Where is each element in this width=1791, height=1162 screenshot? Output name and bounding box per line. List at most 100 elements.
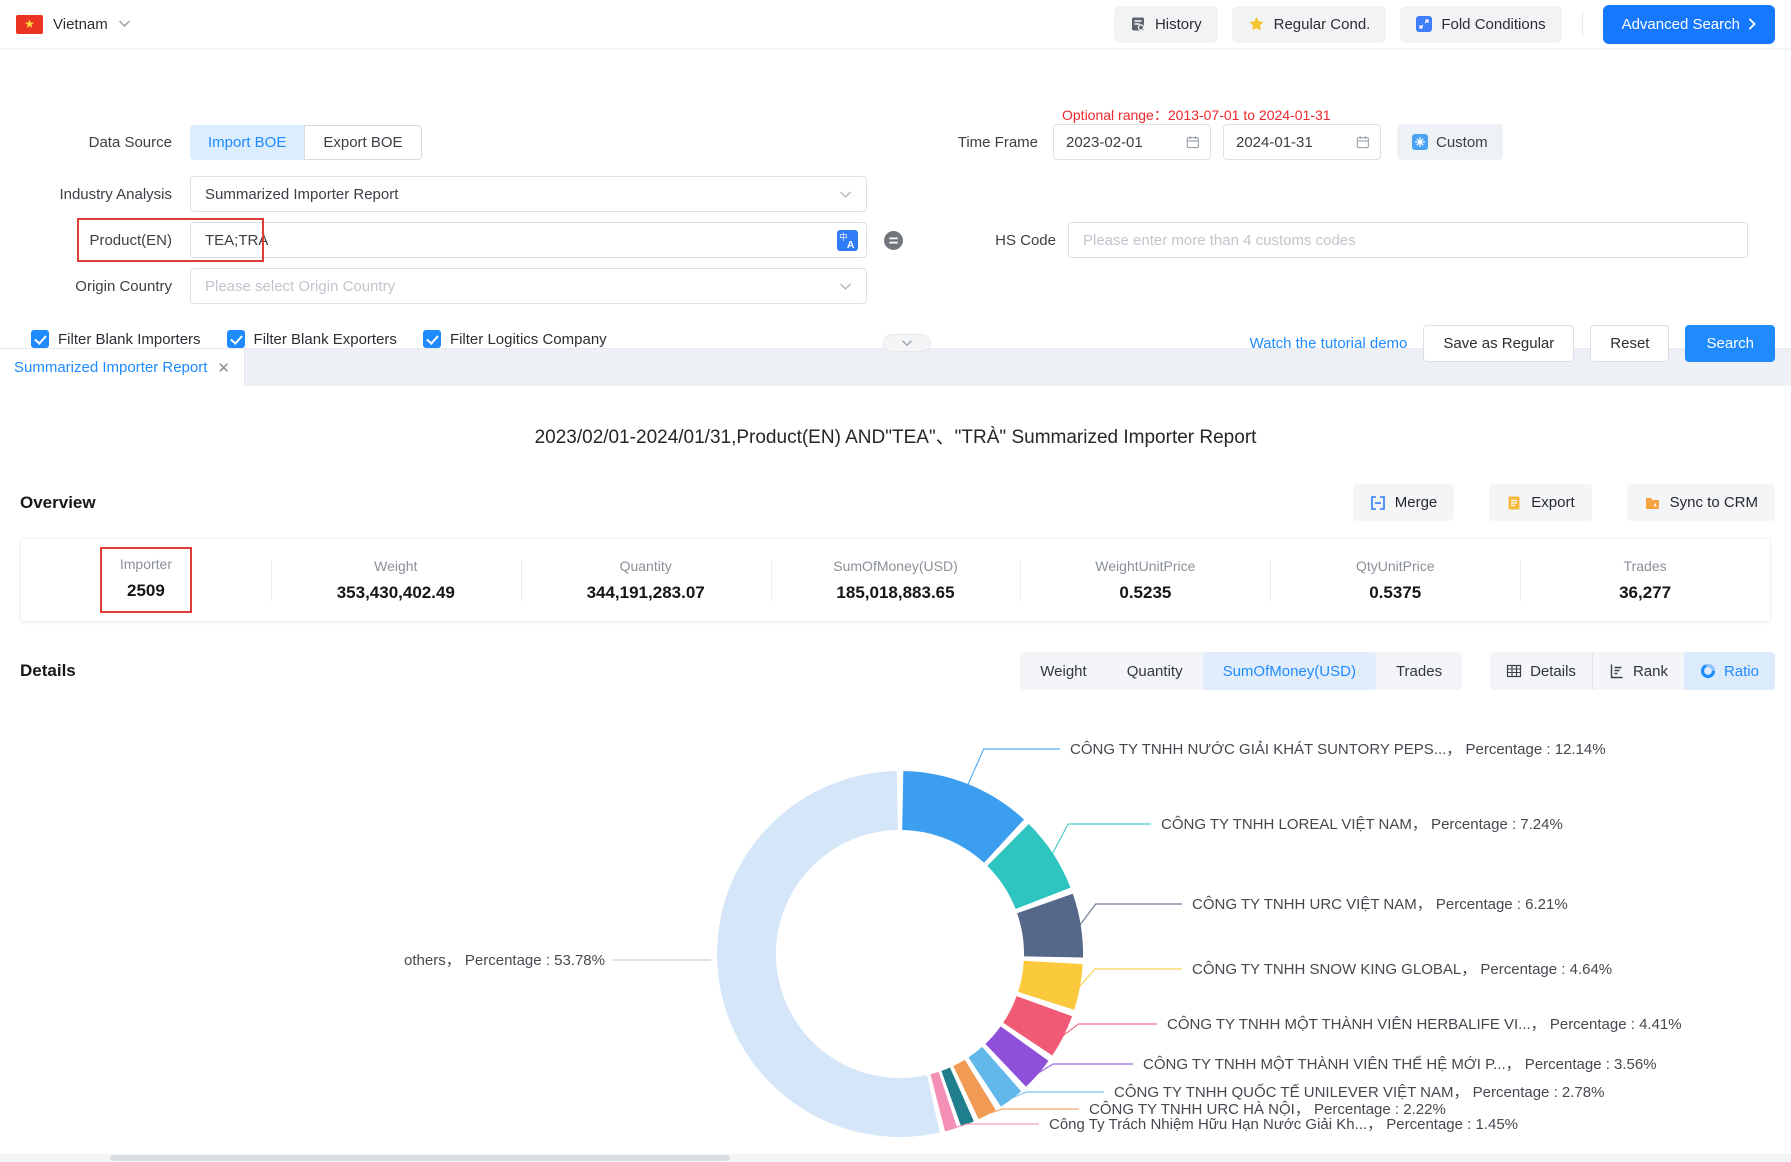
donut-leader-line — [1079, 969, 1182, 987]
stat-sum-of-money: SumOfMoney(USD) 185,018,883.65 — [771, 558, 1021, 603]
advanced-search-button[interactable]: Advanced Search — [1603, 5, 1775, 44]
custom-range-button[interactable]: Custom — [1397, 124, 1503, 160]
donut-label: CÔNG TY TNHH MỘT THÀNH VIÊN THẾ HỆ MỚI P… — [1143, 1056, 1657, 1073]
save-as-regular-button[interactable]: Save as Regular — [1423, 325, 1574, 362]
crm-folder-icon — [1644, 495, 1661, 511]
sync-to-crm-button[interactable]: Sync to CRM — [1627, 484, 1775, 521]
donut-leader-line — [1052, 824, 1151, 854]
view-tab-rank[interactable]: Rank — [1592, 652, 1684, 690]
start-date-field[interactable] — [1053, 124, 1211, 160]
end-date-input[interactable] — [1236, 134, 1350, 151]
rank-icon — [1609, 663, 1625, 679]
svg-text:A: A — [847, 239, 855, 251]
donut-icon — [1700, 663, 1716, 679]
calendar-icon[interactable] — [1356, 134, 1370, 150]
donut-leader-line — [987, 1109, 1079, 1114]
filter-blank-importers-checkbox[interactable]: Filter Blank Importers — [31, 330, 201, 348]
advanced-search-label: Advanced Search — [1622, 16, 1740, 33]
filter-logistics-company-checkbox[interactable]: Filter Logitics Company — [423, 330, 607, 348]
details-heading: Details — [20, 661, 76, 681]
country-selector[interactable]: ★ Vietnam — [16, 15, 131, 34]
origin-country-select[interactable]: Please select Origin Country — [190, 268, 867, 304]
metric-tab-weight[interactable]: Weight — [1020, 652, 1106, 690]
product-en-input[interactable]: TEA;TRÀ 中A — [190, 222, 867, 258]
match-mode-icon[interactable] — [883, 230, 904, 251]
tutorial-demo-link[interactable]: Watch the tutorial demo — [1250, 335, 1408, 352]
regular-cond-label: Regular Cond. — [1274, 16, 1371, 33]
view-tab-details[interactable]: Details — [1490, 652, 1592, 690]
country-name: Vietnam — [53, 16, 108, 33]
fold-conditions-label: Fold Conditions — [1441, 16, 1545, 33]
hs-code-label: HS Code — [908, 232, 1068, 249]
view-tab-ratio[interactable]: Ratio — [1684, 652, 1775, 690]
history-button[interactable]: History — [1114, 6, 1218, 43]
fold-conditions-button[interactable]: Fold Conditions — [1400, 6, 1561, 43]
overview-heading: Overview — [20, 493, 96, 513]
search-form: Optional range：2013-07-01 to 2024-01-31 … — [0, 50, 1791, 348]
metric-tab-quantity[interactable]: Quantity — [1107, 652, 1203, 690]
stat-qty-unit-price: QtyUnitPrice 0.5375 — [1270, 558, 1520, 603]
stat-weight: Weight 353,430,402.49 — [271, 558, 521, 603]
hs-code-input[interactable] — [1068, 222, 1748, 258]
overview-stats-card: Importer 2509 Weight 353,430,402.49 Quan… — [20, 538, 1771, 622]
calendar-icon[interactable] — [1186, 134, 1200, 150]
filter-blank-exporters-checkbox[interactable]: Filter Blank Exporters — [227, 330, 397, 348]
donut-label: others， Percentage : 53.78% — [404, 952, 605, 969]
metric-tab-sum-of-money[interactable]: SumOfMoney(USD) — [1203, 652, 1376, 690]
checkbox-checked-icon — [423, 330, 441, 348]
scrollbar-thumb[interactable] — [110, 1155, 730, 1161]
reset-button[interactable]: Reset — [1590, 325, 1669, 362]
start-date-input[interactable] — [1066, 134, 1180, 151]
report-title: 2023/02/01-2024/01/31,Product(EN) AND"TE… — [0, 422, 1791, 449]
import-boe-option[interactable]: Import BOE — [190, 125, 304, 160]
donut-label: CÔNG TY TNHH URC VIỆT NAM， Percentage : … — [1192, 896, 1568, 913]
optional-range-text: Optional range：2013-07-01 to 2024-01-31 — [1062, 105, 1331, 125]
stat-quantity: Quantity 344,191,283.07 — [521, 558, 771, 603]
chevron-down-icon — [839, 283, 852, 291]
industry-analysis-select[interactable]: Summarized Importer Report — [190, 176, 867, 212]
donut-label: CÔNG TY TNHH LOREAL VIỆT NAM， Percentage… — [1161, 816, 1563, 833]
data-source-label: Data Source — [0, 134, 190, 151]
metric-tabs: Weight Quantity SumOfMoney(USD) Trades — [1020, 652, 1462, 690]
donut-leader-line — [1037, 1064, 1133, 1074]
product-en-value: TEA;TRÀ — [205, 232, 268, 249]
checkbox-checked-icon — [227, 330, 245, 348]
export-file-icon — [1506, 495, 1522, 511]
ratio-chart-area: CÔNG TY TNHH NƯỚC GIẢI KHÁT SUNTORY PEPS… — [0, 694, 1791, 1162]
export-button[interactable]: Export — [1489, 484, 1591, 521]
stat-trades: Trades 36,277 — [1520, 558, 1770, 603]
donut-label: CÔNG TY TNHH SNOW KING GLOBAL， Percentag… — [1192, 961, 1612, 978]
origin-country-label: Origin Country — [0, 278, 190, 295]
chevron-down-icon — [901, 340, 913, 347]
stat-weight-unit-price: WeightUnitPrice 0.5235 — [1020, 558, 1270, 603]
chevron-down-icon — [839, 191, 852, 199]
topbar: ★ Vietnam History Regular Cond. Fold Con… — [0, 0, 1791, 50]
donut-label: CÔNG TY TNHH MỘT THÀNH VIÊN HERBALIFE VI… — [1167, 1016, 1682, 1033]
metric-tab-trades[interactable]: Trades — [1376, 652, 1462, 690]
donut-label: CÔNG TY TNHH QUỐC TẾ UNILEVER VIỆT NAM， … — [1114, 1083, 1604, 1101]
custom-label: Custom — [1436, 134, 1488, 151]
donut-label: CÔNG TY TNHH NƯỚC GIẢI KHÁT SUNTORY PEPS… — [1070, 741, 1606, 758]
horizontal-scrollbar[interactable] — [0, 1154, 1791, 1162]
time-frame-label: Time Frame — [900, 134, 1053, 151]
industry-analysis-value: Summarized Importer Report — [205, 186, 398, 203]
donut-label: Công Ty Trách Nhiệm Hữu Hạn Nước Giải Kh… — [1049, 1116, 1518, 1133]
expand-conditions-button[interactable] — [883, 334, 931, 352]
donut-leader-line — [968, 749, 1060, 785]
translate-icon[interactable]: 中A — [837, 230, 858, 255]
export-boe-option[interactable]: Export BOE — [304, 125, 421, 160]
importer-highlight-box: Importer 2509 — [100, 547, 192, 613]
search-button[interactable]: Search — [1685, 325, 1775, 362]
merge-button[interactable]: Merge — [1353, 484, 1455, 521]
merge-icon — [1370, 495, 1386, 511]
toolbar-divider — [1582, 11, 1583, 37]
table-icon — [1506, 663, 1522, 679]
history-icon — [1130, 16, 1146, 32]
stat-importer: Importer 2509 — [21, 547, 271, 613]
donut-leader-line — [1011, 1092, 1104, 1098]
industry-analysis-label: Industry Analysis — [0, 186, 190, 203]
end-date-field[interactable] — [1223, 124, 1381, 160]
regular-cond-button[interactable]: Regular Cond. — [1232, 6, 1387, 43]
checkbox-checked-icon — [31, 330, 49, 348]
origin-country-placeholder: Please select Origin Country — [205, 278, 395, 295]
